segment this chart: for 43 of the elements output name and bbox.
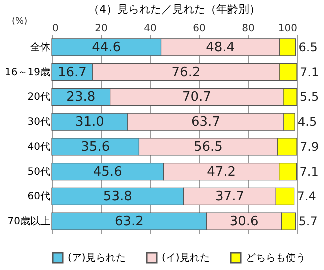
x-tick-label: 0 xyxy=(52,24,59,34)
data-label: 48.4 xyxy=(206,40,236,56)
text: (%) xyxy=(12,17,28,27)
data-label: 44.6 xyxy=(92,40,122,56)
legend-label: どちらも使う xyxy=(246,253,306,264)
x-tick-label: 100 xyxy=(278,24,298,34)
data-label: 16.7 xyxy=(58,65,87,80)
y-tick-label: 全体 xyxy=(30,41,50,54)
data-label: 5.7 xyxy=(298,214,318,229)
x-tick-label: 60 xyxy=(193,24,206,34)
data-label: 56.5 xyxy=(194,140,223,155)
data-label: 45.6 xyxy=(93,164,122,180)
x-tick-label: 20 xyxy=(95,24,108,34)
data-label: 63.2 xyxy=(114,214,144,230)
data-label: 63.7 xyxy=(192,115,220,130)
data-label: 37.7 xyxy=(216,190,244,205)
legend-label: (イ)見れた xyxy=(162,253,210,264)
x-tick-label: 40 xyxy=(144,24,157,34)
y-tick-label: 20代 xyxy=(28,92,50,104)
y-tick-label: 30代 xyxy=(28,117,50,128)
y-tick-label: 70歳以上 xyxy=(8,216,50,228)
data-label: 7.1 xyxy=(300,65,320,80)
data-label: 4.5 xyxy=(298,115,318,130)
data-label: 7.1 xyxy=(300,164,319,179)
y-tick-label: 16～19歳 xyxy=(5,66,50,78)
data-label: 7.4 xyxy=(297,190,316,204)
chart-title: （4）見られた／見れた（年齢別） xyxy=(88,3,260,16)
x-tick-label: 80 xyxy=(242,24,255,34)
data-label: 53.8 xyxy=(103,190,132,205)
data-label: 7.9 xyxy=(300,140,320,154)
legend-label: (ア)見られた xyxy=(68,253,126,264)
data-label: 70.7 xyxy=(182,90,212,106)
data-label: 47.2 xyxy=(207,164,236,180)
y-tick-label: 60代 xyxy=(28,192,50,203)
data-label: 35.6 xyxy=(81,140,110,155)
data-label: 23.8 xyxy=(66,90,96,106)
data-label: 76.2 xyxy=(172,65,201,80)
data-label: 31.0 xyxy=(76,115,104,130)
data-label: 6.5 xyxy=(298,40,318,54)
y-tick-label: 40代 xyxy=(28,142,50,153)
data-label: 5.5 xyxy=(300,90,320,104)
data-label: 30.6 xyxy=(230,214,259,230)
y-tick-label: 50代 xyxy=(28,166,50,178)
